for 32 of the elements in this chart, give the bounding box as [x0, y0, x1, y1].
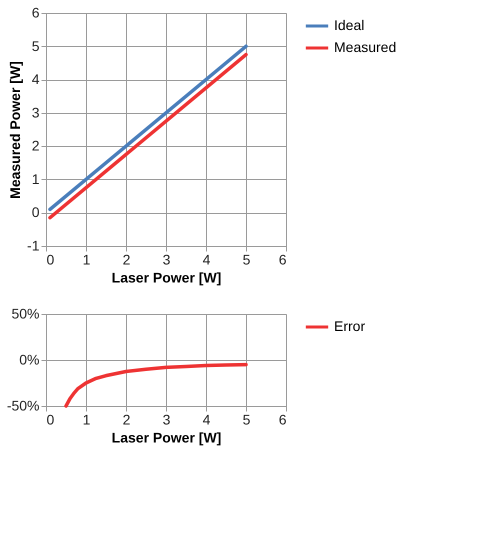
y-tick-label: 0% — [19, 352, 40, 368]
y-tick-label: -50% — [6, 398, 40, 414]
y-tick-label: 1 — [32, 170, 40, 187]
x-tick-label: 6 — [278, 252, 287, 268]
y-tick-label: -1 — [27, 238, 40, 254]
x-tick-label: 0 — [46, 412, 54, 428]
x-tick-label: 1 — [82, 412, 91, 428]
x-tick-label: 5 — [242, 412, 251, 428]
line-series — [64, 362, 248, 408]
legend-label: Ideal — [334, 17, 364, 33]
x-axis-title: Laser Power [W] — [112, 270, 222, 286]
legend-label: Error — [334, 318, 366, 334]
y-axis-title: Measured Power [W] — [7, 61, 24, 199]
y-tick-label: 3 — [32, 104, 40, 120]
y-tick-label: 6 — [32, 4, 40, 20]
x-tick-label: 2 — [122, 252, 131, 268]
x-tick-label: 0 — [46, 252, 54, 268]
x-axis-title: Laser Power [W] — [112, 430, 222, 446]
y-tick-label: 50% — [11, 306, 40, 322]
x-tick-label: 6 — [278, 412, 287, 428]
x-tick-label: 4 — [202, 252, 211, 268]
legend-label: Measured — [334, 39, 396, 55]
y-tick-label: 2 — [32, 138, 40, 154]
x-tick-label: 5 — [242, 252, 251, 268]
y-tick-label: 4 — [32, 71, 40, 88]
y-tick-label: 5 — [32, 38, 40, 54]
x-tick-label: 1 — [82, 252, 91, 268]
x-tick-label: 3 — [162, 412, 171, 428]
y-tick-label: 0 — [32, 204, 40, 220]
x-tick-label: 2 — [122, 412, 131, 428]
x-tick-label: 4 — [202, 412, 211, 428]
x-tick-label: 3 — [162, 252, 171, 268]
